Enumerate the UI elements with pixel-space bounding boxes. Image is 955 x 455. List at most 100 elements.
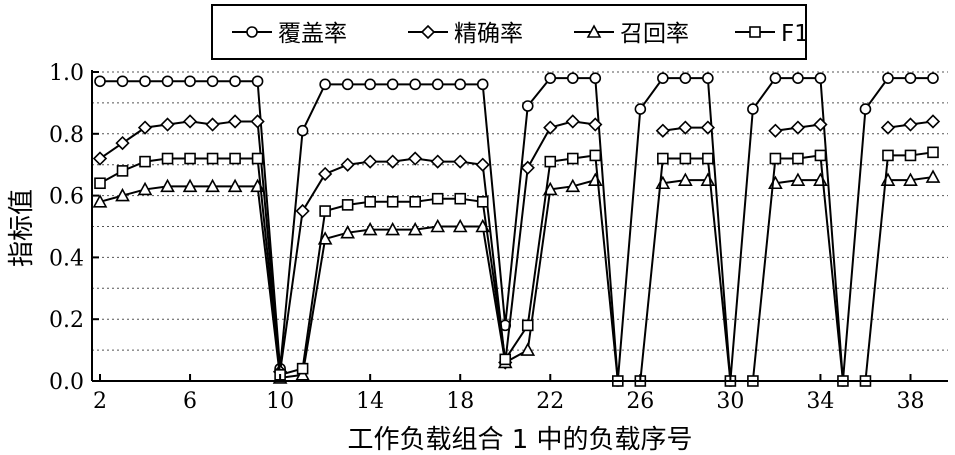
data-point: [385, 154, 400, 169]
data-point: [184, 75, 196, 88]
data-point: [499, 353, 512, 366]
data-point: [341, 199, 354, 211]
legend-marker: [420, 24, 436, 40]
data-point: [184, 152, 196, 165]
data-point: [205, 117, 220, 132]
data-point: [431, 192, 444, 205]
data-point: [116, 165, 129, 177]
data-point: [657, 72, 669, 84]
x-tick-label: 38: [896, 389, 924, 414]
data-point: [589, 149, 602, 162]
data-point: [94, 177, 106, 190]
y-tick-label: 0.2: [49, 308, 84, 333]
data-point: [927, 146, 939, 159]
data-point: [364, 195, 376, 208]
data-point: [859, 103, 872, 115]
data-point: [385, 221, 401, 236]
data-point: [137, 120, 153, 135]
data-point: [139, 75, 151, 88]
data-point: [205, 178, 220, 193]
data-point: [678, 172, 693, 186]
data-point: [544, 155, 557, 168]
legend-marker: [246, 26, 258, 38]
data-point: [409, 195, 421, 208]
data-point: [227, 178, 243, 193]
x-tick-label: 18: [446, 389, 474, 414]
grid-lines: [92, 71, 948, 351]
data-point: [634, 103, 647, 115]
data-point: [206, 75, 219, 88]
data-point: [904, 149, 917, 162]
data-point: [296, 362, 309, 375]
legend-box: [211, 4, 807, 60]
data-point: [453, 154, 468, 169]
data-point: [702, 72, 714, 84]
data-point: [340, 157, 355, 172]
data-point: [137, 181, 153, 196]
y-axis-title: 指标值: [7, 189, 37, 267]
data-point: [903, 117, 918, 132]
data-point: [903, 172, 918, 186]
data-point: [452, 218, 468, 233]
data-point: [227, 114, 243, 129]
data-point: [116, 75, 129, 88]
data-point: [160, 117, 175, 132]
y-tick-label: 0.0: [49, 370, 84, 395]
data-point: [520, 160, 535, 175]
data-point: [814, 149, 827, 162]
data-point: [565, 114, 580, 129]
data-point: [678, 120, 693, 135]
data-point: [700, 120, 715, 135]
data-point: [364, 78, 376, 91]
data-point: [566, 72, 579, 84]
data-point: [341, 78, 354, 91]
x-axis-title: 工作负载组合 1 中的负载序号: [347, 425, 692, 455]
data-point: [431, 78, 444, 91]
data-point: [880, 120, 896, 135]
data-point: [161, 152, 174, 165]
data-point: [566, 152, 579, 165]
data-point: [363, 154, 378, 169]
data-point: [251, 152, 264, 165]
data-point: [182, 178, 198, 193]
data-point: [94, 75, 106, 88]
data-point: [160, 178, 175, 193]
x-tick-label: 6: [183, 389, 197, 414]
data-point: [520, 342, 536, 356]
data-point: [318, 166, 333, 182]
data-point: [769, 152, 782, 165]
legend-label: 精确率: [454, 21, 523, 47]
data-point: [476, 195, 489, 208]
x-tick-label: 22: [536, 389, 564, 414]
data-point: [927, 72, 939, 84]
data-point: [430, 218, 446, 233]
data-point: [655, 123, 670, 138]
data-point: [295, 203, 310, 219]
data-point: [790, 120, 806, 135]
y-tick-label: 0.6: [49, 185, 84, 210]
data-point: [250, 114, 265, 129]
data-point: [589, 72, 602, 84]
data-point: [521, 100, 534, 112]
data-point: [229, 152, 241, 165]
series-circle: [94, 72, 939, 387]
data-point: [814, 72, 827, 84]
data-point: [587, 172, 603, 186]
data-point: [407, 221, 423, 236]
legend-label: 召回率: [620, 21, 689, 47]
data-point: [386, 78, 399, 91]
data-point: [182, 114, 198, 129]
x-tick-label: 2: [93, 389, 107, 414]
data-point: [813, 117, 828, 132]
data-point: [454, 78, 467, 91]
x-tick-label: 10: [266, 389, 294, 414]
data-point: [792, 72, 804, 84]
data-point: [702, 152, 714, 165]
data-point: [161, 75, 174, 88]
data-point: [475, 157, 490, 172]
data-point: [340, 225, 355, 239]
tick-labels: 0.00.20.40.60.81.02 6 10 14 18 22 26 30 34 38: [49, 61, 924, 414]
data-point: [543, 120, 558, 135]
data-point: [768, 123, 783, 138]
series-diamond: [92, 114, 941, 379]
